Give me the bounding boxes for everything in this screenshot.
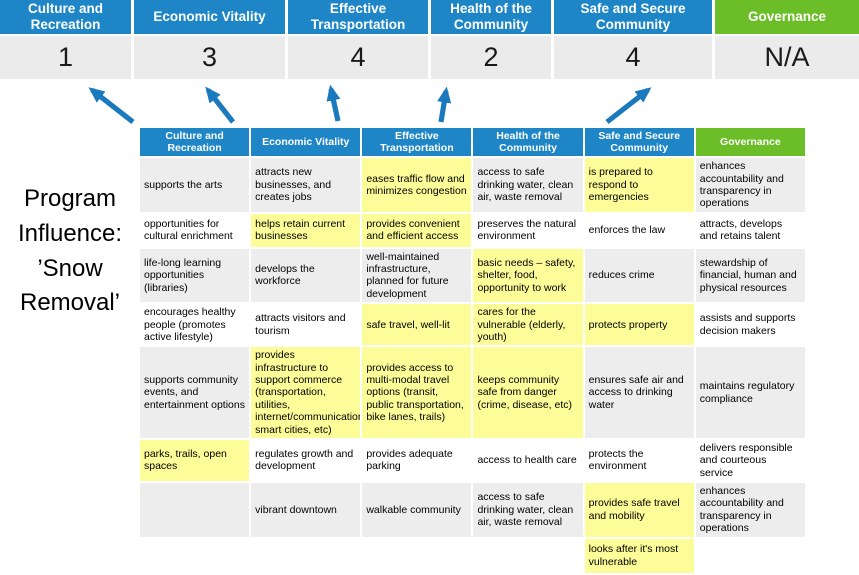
matrix-row: life-long learning opportunities (librar… [140,248,805,303]
pillar-score-health-of-the-community: 2 [431,36,551,79]
matrix-cell: supports the arts [140,158,250,212]
matrix-cell-highlighted: provides convenient and efficient access [362,213,472,247]
matrix-cell-highlighted: protects property [584,304,694,346]
matrix-cell: well-maintained infrastructure, planned … [362,248,472,303]
pillar-header-culture-and-recreation: Culture and Recreation [0,0,131,34]
pillar-header-economic-vitality: Economic Vitality [134,0,285,34]
matrix-header-governance: Governance [695,128,805,157]
matrix-cell: access to health care [473,439,583,481]
pillar-score-culture-and-recreation: 1 [0,36,131,79]
matrix-cell: delivers responsible and courteous servi… [695,439,805,481]
pillar-header-row: Culture and Recreation Economic Vitality E… [0,0,859,34]
matrix-cell-highlighted: provides infrastructure to support comme… [251,347,361,438]
matrix-cell: reduces crime [584,248,694,303]
matrix-cell: walkable community [362,483,472,537]
matrix-cell-highlighted: is prepared to respond to emergencies [584,158,694,212]
pillar-score-effective-transportation: 4 [288,36,428,79]
matrix-cell: vibrant downtown [251,483,361,537]
matrix-cell [695,538,805,573]
pillar-header-governance: Governance [715,0,859,34]
matrix-cell: stewardship of financial, human and phys… [695,248,805,303]
pillar-header-health-of-the-community: Health of the Community [431,0,551,34]
matrix-cell: regulates growth and development [251,439,361,481]
matrix-row: encourages healthy people (promotes acti… [140,304,805,346]
matrix-cell: enforces the law [584,213,694,247]
matrix-cell: protects the environment [584,439,694,481]
matrix-row: supports community events, and entertain… [140,347,805,438]
matrix-cell: preserves the natural environment [473,213,583,247]
matrix-cell: supports community events, and entertain… [140,347,250,438]
matrix-cell: access to safe drinking water, clean air… [473,158,583,212]
matrix-cell [140,483,250,537]
matrix-cell: provides adequate parking [362,439,472,481]
matrix-cell-highlighted: provides safe travel and mobility [584,483,694,537]
matrix-cell-highlighted: cares for the vulnerable (elderly, youth… [473,304,583,346]
pillar-header-effective-transportation: Effective Transportation [288,0,428,34]
matrix-cell: attracts, develops and retains talent [695,213,805,247]
pillar-score-governance: N/A [715,36,859,79]
matrix-cell: encourages healthy people (promotes acti… [140,304,250,346]
matrix-cell: assists and supports decision makers [695,304,805,346]
pillar-score-economic-vitality: 3 [134,36,285,79]
matrix-cell-highlighted: helps retain current businesses [251,213,361,247]
matrix-cell [251,538,361,573]
matrix-cell: enhances accountability and transparency… [695,158,805,212]
matrix-cell [140,538,250,573]
matrix-header-effective-transportation: Effective Transportation [362,128,472,157]
up-arrow-icon [437,86,452,123]
matrix-cell: enhances accountability and transparency… [695,483,805,537]
up-right-arrow-icon [605,87,652,125]
matrix-cell: ensures safe air and access to drinking … [584,347,694,438]
matrix-row: opportunities for cultural enrichment hel… [140,213,805,247]
matrix-cell-highlighted: looks after it's most vulnerable [584,538,694,573]
matrix-row: parks, trails, open spaces regulates grow… [140,439,805,481]
influence-arrows [0,80,859,128]
matrix-cell: attracts visitors and tourism [251,304,361,346]
pillar-header-safe-and-secure-community: Safe and Secure Community [554,0,712,34]
matrix-cell-highlighted: parks, trails, open spaces [140,439,250,481]
matrix-cell-highlighted: keeps community safe from danger (crime,… [473,347,583,438]
matrix-cell [473,538,583,573]
matrix-header-safe-and-secure-community: Safe and Secure Community [584,128,694,157]
matrix-row: looks after it's most vulnerable [140,538,805,573]
pillar-score-safe-and-secure-community: 4 [554,36,712,79]
matrix-cell-highlighted: provides access to multi-modal travel op… [362,347,472,438]
matrix-cell: attracts new businesses, and creates job… [251,158,361,212]
up-arrow-icon [326,84,341,122]
matrix-cell: maintains regulatory compliance [695,347,805,438]
matrix-header-culture-and-recreation: Culture and Recreation [140,128,250,157]
matrix-cell: access to safe drinking water, clean air… [473,483,583,537]
program-influence-label: Program Influence: ’Snow Removal’ [17,185,123,317]
matrix-header-health-of-the-community: Health of the Community [473,128,583,157]
up-left-arrow-icon [205,86,236,124]
up-left-arrow-icon [88,87,135,125]
matrix-cell-highlighted: basic needs – safety, shelter, food, opp… [473,248,583,303]
matrix-row: supports the arts attracts new businesses… [140,158,805,212]
matrix-row: vibrant downtown walkable community access… [140,483,805,537]
matrix-cell-highlighted: safe travel, well-lit [362,304,472,346]
matrix-cell: develops the workforce [251,248,361,303]
matrix-cell: opportunities for cultural enrichment [140,213,250,247]
matrix-cell-highlighted: eases traffic flow and minimizes congest… [362,158,472,212]
matrix-cell: life-long learning opportunities (librar… [140,248,250,303]
matrix-cell [362,538,472,573]
matrix-header-economic-vitality: Economic Vitality [251,128,361,157]
pillar-detail-matrix: Culture and Recreation Economic Vitality E… [138,126,807,575]
pillar-score-row: 1 3 4 2 4 N/A [0,36,859,79]
